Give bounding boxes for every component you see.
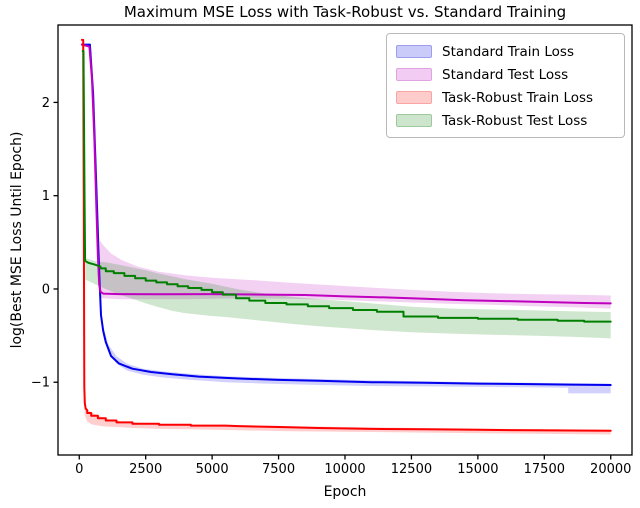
legend-label: Standard Train Loss (442, 43, 575, 60)
x-tick-label: 5000 (196, 462, 229, 477)
x-tick-label: 7500 (262, 462, 295, 477)
x-tick-label: 0 (75, 462, 83, 477)
legend-item-0: Standard Train Loss (396, 40, 624, 63)
x-tick-label: 15000 (457, 462, 498, 477)
legend-label: Standard Test Loss (442, 66, 569, 83)
legend-item-2: Task-Robust Train Loss (396, 86, 624, 109)
x-tick-label: 10000 (324, 462, 365, 477)
x-tick-label: 2500 (129, 462, 162, 477)
legend-label: Task-Robust Train Loss (442, 89, 594, 106)
legend-item-3: Task-Robust Test Loss (396, 109, 624, 132)
legend-item-1: Standard Test Loss (396, 63, 624, 86)
x-tick-label: 17500 (524, 462, 565, 477)
chart-title: Maximum MSE Loss with Task-Robust vs. St… (123, 3, 567, 21)
legend-swatch-icon (396, 91, 432, 104)
y-tick-label: 1 (42, 189, 50, 204)
series-band-1 (100, 240, 611, 309)
legend-swatch-icon (396, 45, 432, 58)
y-tick-label: 2 (42, 96, 50, 111)
legend-swatch-icon (396, 68, 432, 81)
x-tick-label: 12500 (391, 462, 432, 477)
legend-label: Task-Robust Test Loss (442, 112, 588, 129)
legend-swatch-icon (396, 114, 432, 127)
y-tick-label: 0 (42, 282, 50, 297)
series-line-3 (81, 50, 612, 323)
series-band-0 (103, 326, 611, 394)
legend: Standard Train Loss Standard Test Loss Tas… (386, 33, 625, 138)
y-tick-label: −1 (31, 376, 50, 391)
x-tick-label: 20000 (590, 462, 631, 477)
series-line-1 (80, 43, 612, 305)
y-axis-label: log(Best MSE Loss Until Epoch) (9, 131, 25, 349)
x-axis-label: Epoch (323, 484, 367, 500)
series-line-2 (80, 38, 612, 432)
